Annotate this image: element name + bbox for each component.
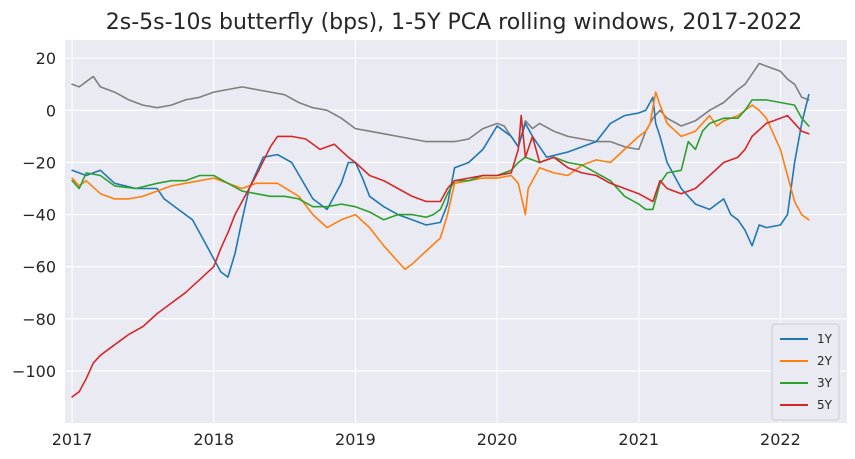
chart-title: 2s-5s-10s butterfly (bps), 1-5Y PCA roll… (106, 10, 803, 35)
y-tick-label: −100 (12, 362, 56, 381)
grid-lines (65, 40, 847, 423)
series-line-2y (71, 91, 810, 271)
x-tick-label: 2022 (760, 430, 801, 449)
y-tick-label: −40 (22, 206, 56, 225)
legend: 1Y 2Y 3Y 5Y (771, 323, 840, 421)
x-tick-label: 2017 (52, 430, 93, 449)
series-line-gray (71, 62, 810, 151)
series-line-5y (71, 114, 810, 398)
y-tick-label: 0 (46, 101, 56, 120)
x-tick-label: 2018 (193, 430, 234, 449)
series-lines (71, 62, 810, 398)
y-tick-label: 20 (36, 49, 56, 68)
y-tick-label: −60 (22, 258, 56, 277)
axis-ticks: 2017 2018 2019 2020 2021 2022 20 0 −20 −40 −60 −80 −… (12, 49, 801, 449)
legend-label: 1Y (817, 332, 833, 346)
plot-area (65, 40, 847, 423)
legend-box (771, 323, 840, 421)
legend-label: 5Y (817, 398, 833, 412)
y-tick-label: −80 (22, 310, 56, 329)
legend-label: 3Y (817, 376, 833, 390)
series-line-1y (71, 93, 810, 278)
series-line-3y (71, 99, 810, 221)
legend-label: 2Y (817, 354, 833, 368)
x-tick-label: 2021 (618, 430, 659, 449)
x-tick-label: 2019 (335, 430, 376, 449)
x-tick-label: 2020 (477, 430, 518, 449)
y-tick-label: −20 (22, 153, 56, 172)
